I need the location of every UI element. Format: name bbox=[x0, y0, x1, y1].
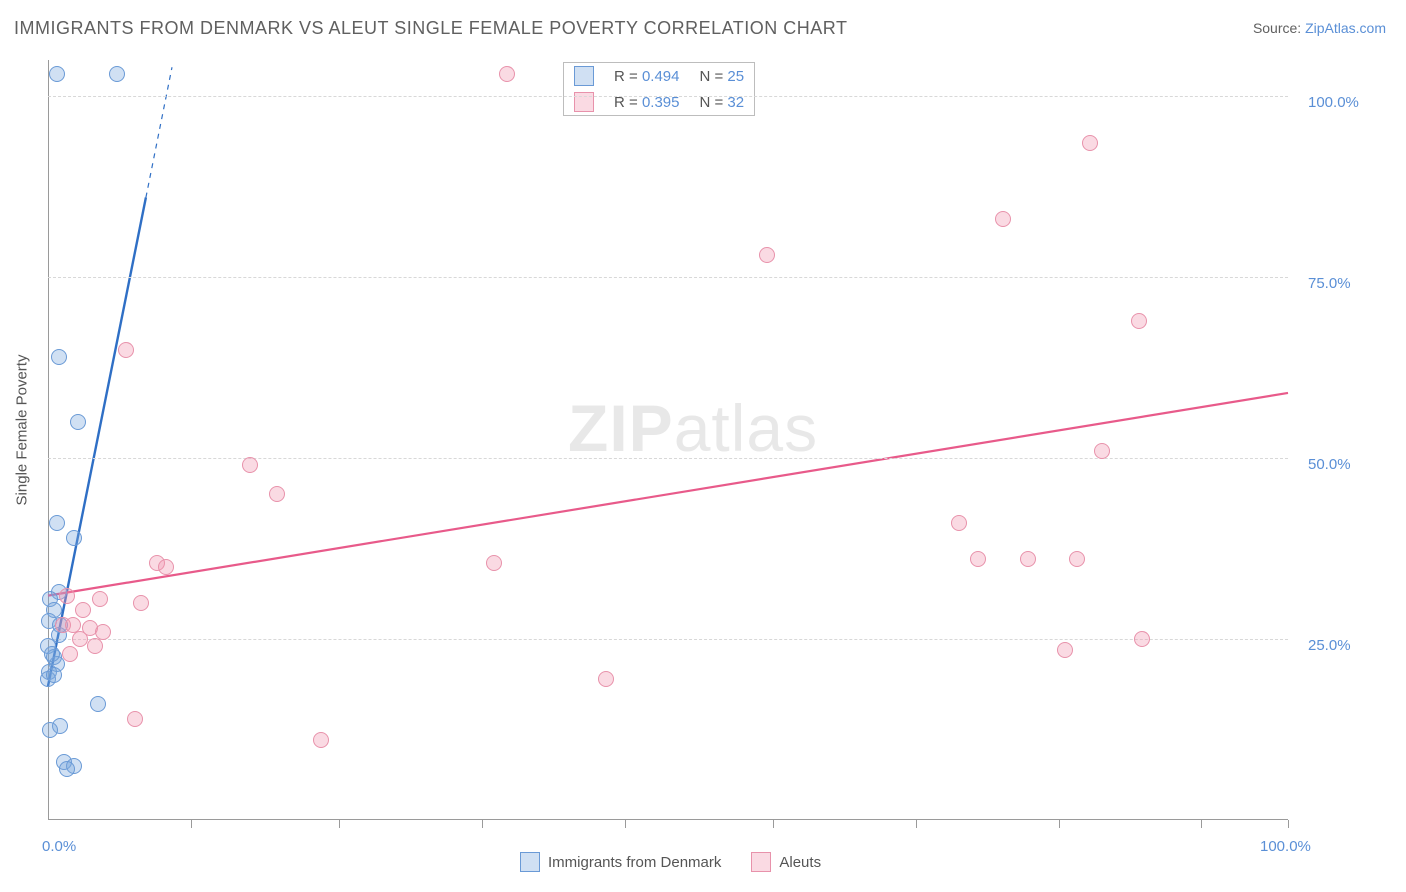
y-tick-label: 25.0% bbox=[1308, 637, 1351, 654]
legend-r-label: R = 0.494 bbox=[604, 63, 689, 89]
series-legend-label-aleuts: Aleuts bbox=[779, 854, 821, 871]
x-tick bbox=[1059, 820, 1060, 828]
data-point-aleuts bbox=[951, 515, 967, 531]
regression-line-denmark-dashed bbox=[146, 67, 172, 197]
data-point-aleuts bbox=[59, 588, 75, 604]
series-legend-swatch-aleuts bbox=[751, 852, 771, 872]
x-tick bbox=[916, 820, 917, 828]
data-point-aleuts bbox=[127, 711, 143, 727]
series-legend-label-denmark: Immigrants from Denmark bbox=[548, 854, 721, 871]
plot-area: ZIPatlas R = 0.494N = 25R = 0.395N = 32 … bbox=[48, 60, 1288, 820]
data-point-denmark bbox=[49, 66, 65, 82]
data-point-denmark bbox=[42, 722, 58, 738]
data-point-aleuts bbox=[759, 247, 775, 263]
gridline bbox=[48, 639, 1288, 640]
data-point-denmark bbox=[59, 761, 75, 777]
data-point-aleuts bbox=[1094, 443, 1110, 459]
x-tick bbox=[625, 820, 626, 828]
data-point-denmark bbox=[44, 646, 60, 662]
data-point-aleuts bbox=[158, 559, 174, 575]
legend-swatch-aleuts bbox=[574, 92, 594, 112]
data-point-aleuts bbox=[87, 638, 103, 654]
data-point-denmark bbox=[51, 349, 67, 365]
y-axis-label: Single Female Poverty bbox=[14, 355, 31, 506]
data-point-aleuts bbox=[499, 66, 515, 82]
series-legend-item-aleuts: Aleuts bbox=[751, 852, 821, 872]
data-point-aleuts bbox=[1057, 642, 1073, 658]
data-point-aleuts bbox=[486, 555, 502, 571]
series-legend-swatch-denmark bbox=[520, 852, 540, 872]
data-point-aleuts bbox=[269, 486, 285, 502]
data-point-denmark bbox=[46, 667, 62, 683]
watermark: ZIPatlas bbox=[568, 390, 818, 466]
data-point-aleuts bbox=[1134, 631, 1150, 647]
legend-n-value-denmark: 25 bbox=[727, 68, 744, 85]
correlation-legend: R = 0.494N = 25R = 0.395N = 32 bbox=[563, 62, 755, 116]
data-point-aleuts bbox=[1020, 551, 1036, 567]
legend-r-label: R = 0.395 bbox=[604, 89, 689, 115]
chart-container: IMMIGRANTS FROM DENMARK VS ALEUT SINGLE … bbox=[0, 0, 1406, 892]
source-attribution: Source: ZipAtlas.com bbox=[1253, 20, 1386, 36]
chart-title: IMMIGRANTS FROM DENMARK VS ALEUT SINGLE … bbox=[14, 18, 847, 39]
legend-swatch-denmark bbox=[574, 66, 594, 86]
data-point-denmark bbox=[66, 530, 82, 546]
regression-lines-layer bbox=[48, 60, 1288, 820]
data-point-denmark bbox=[109, 66, 125, 82]
x-tick bbox=[339, 820, 340, 828]
data-point-aleuts bbox=[970, 551, 986, 567]
gridline bbox=[48, 96, 1288, 97]
x-tick bbox=[482, 820, 483, 828]
watermark-rest: atlas bbox=[674, 391, 818, 465]
y-tick-label: 100.0% bbox=[1308, 94, 1359, 111]
data-point-aleuts bbox=[313, 732, 329, 748]
regression-line-aleuts bbox=[48, 393, 1288, 596]
data-point-aleuts bbox=[62, 646, 78, 662]
data-point-aleuts bbox=[92, 591, 108, 607]
legend-r-value-denmark: 0.494 bbox=[642, 68, 680, 85]
data-point-denmark bbox=[70, 414, 86, 430]
legend-n-label: N = 25 bbox=[689, 63, 754, 89]
data-point-aleuts bbox=[133, 595, 149, 611]
data-point-denmark bbox=[90, 696, 106, 712]
data-point-aleuts bbox=[995, 211, 1011, 227]
data-point-aleuts bbox=[1082, 135, 1098, 151]
data-point-aleuts bbox=[242, 457, 258, 473]
regression-line-denmark-solid bbox=[48, 198, 146, 687]
source-label: Source: bbox=[1253, 20, 1301, 36]
data-point-aleuts bbox=[1131, 313, 1147, 329]
y-axis-line bbox=[48, 60, 49, 820]
x-axis-line bbox=[48, 819, 1288, 820]
data-point-aleuts bbox=[75, 602, 91, 618]
data-point-aleuts bbox=[118, 342, 134, 358]
watermark-bold: ZIP bbox=[568, 391, 674, 465]
series-legend: Immigrants from Denmark Aleuts bbox=[520, 852, 821, 872]
data-point-aleuts bbox=[1069, 551, 1085, 567]
series-legend-item-denmark: Immigrants from Denmark bbox=[520, 852, 721, 872]
x-tick bbox=[191, 820, 192, 828]
y-tick-label: 50.0% bbox=[1308, 456, 1351, 473]
legend-n-label: N = 32 bbox=[689, 89, 754, 115]
data-point-aleuts bbox=[598, 671, 614, 687]
data-point-denmark bbox=[49, 515, 65, 531]
x-tick bbox=[1201, 820, 1202, 828]
legend-row-aleuts: R = 0.395N = 32 bbox=[564, 89, 754, 115]
x-tick bbox=[1288, 820, 1289, 828]
source-value: ZipAtlas.com bbox=[1305, 20, 1386, 36]
x-tick-label: 100.0% bbox=[1260, 838, 1311, 855]
data-point-aleuts bbox=[95, 624, 111, 640]
y-tick-label: 75.0% bbox=[1308, 275, 1351, 292]
gridline bbox=[48, 277, 1288, 278]
data-point-aleuts bbox=[72, 631, 88, 647]
legend-row-denmark: R = 0.494N = 25 bbox=[564, 63, 754, 89]
x-tick-label: 0.0% bbox=[42, 838, 76, 855]
x-tick bbox=[773, 820, 774, 828]
